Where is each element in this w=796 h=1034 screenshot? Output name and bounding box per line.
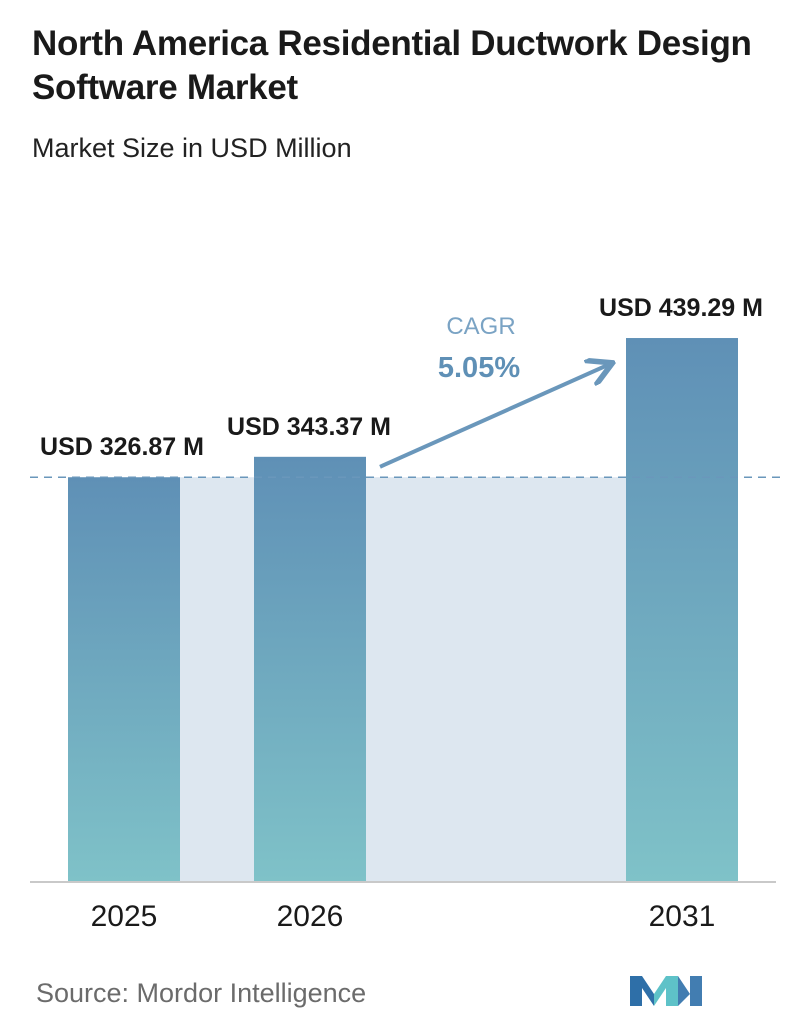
data-label-2025: USD 326.87 M	[40, 433, 204, 461]
chart-subtitle: Market Size in USD Million	[32, 133, 352, 163]
bar-2026	[254, 456, 366, 882]
mordor-intelligence-logo-icon	[630, 976, 702, 1006]
x-tick-label-2025: 2025	[91, 900, 158, 933]
source-note: Source: Mordor Intelligence	[36, 978, 367, 1008]
cagr-arrow	[379, 364, 610, 469]
x-tick-label-2026: 2026	[277, 900, 344, 933]
bar-2025	[68, 477, 180, 882]
cagr-label: CAGR	[446, 313, 515, 340]
x-tick-label-2031: 2031	[649, 900, 716, 933]
data-label-2031: USD 439.29 M	[599, 294, 763, 322]
cagr-value: 5.05%	[438, 352, 520, 384]
bar-2031	[626, 338, 738, 882]
data-label-2026: USD 343.37 M	[227, 413, 391, 441]
chart-title: North America Residential Ductwork Desig…	[32, 24, 752, 107]
reference-band	[180, 477, 626, 882]
bar-chart: USD 326.87 M USD 343.37 M USD 439.29 M 2025…	[30, 294, 780, 933]
